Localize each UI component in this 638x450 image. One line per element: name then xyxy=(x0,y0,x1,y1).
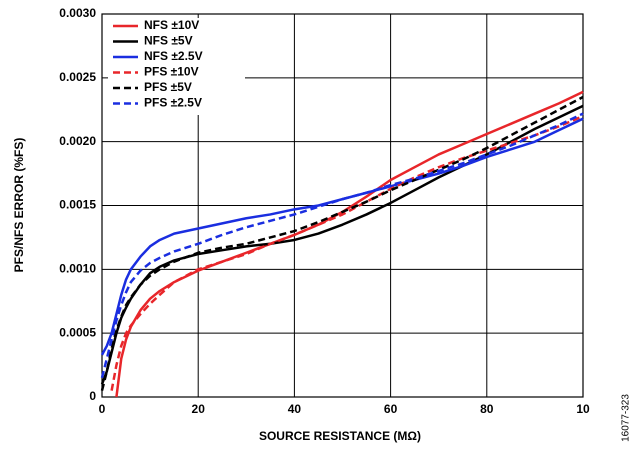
series-line xyxy=(115,90,584,398)
series-line xyxy=(100,95,584,391)
legend-label: PFS ±5V xyxy=(144,80,192,94)
legend-label: NFS ±5V xyxy=(144,34,193,48)
y-tick-label: 0.0025 xyxy=(59,70,96,84)
series-line xyxy=(110,114,584,391)
series-line xyxy=(100,112,584,379)
y-tick-label: 0.0015 xyxy=(59,198,96,212)
y-axis-title: PFS/NFS ERROR (%FS) xyxy=(12,138,26,273)
y-tick-label: 0.0020 xyxy=(59,134,96,148)
x-tick-label: 40 xyxy=(288,402,302,416)
x-axis-title: SOURCE RESISTANCE (MΩ) xyxy=(259,429,421,443)
y-tick-label: 0.0030 xyxy=(59,6,96,20)
series-line xyxy=(100,117,584,356)
legend-label: NFS ±10V xyxy=(144,18,199,32)
x-tick-label: 0 xyxy=(99,402,106,416)
legend-box xyxy=(108,18,245,115)
y-tick-label: 0 xyxy=(89,389,96,403)
plot-frame xyxy=(101,13,584,398)
x-tick-label: 10 xyxy=(576,402,590,416)
x-tick-label: 20 xyxy=(192,402,206,416)
legend-label: PFS ±10V xyxy=(144,65,199,79)
x-tick-label: 80 xyxy=(480,402,494,416)
y-tick-label: 0.0005 xyxy=(59,325,96,339)
series-line xyxy=(100,104,584,385)
legend-label: PFS ±2.5V xyxy=(144,96,202,110)
x-tick-label: 60 xyxy=(384,402,398,416)
figure-id: 16077-323 xyxy=(621,394,632,442)
y-tick-label: 0.0010 xyxy=(59,262,96,276)
legend-label: NFS ±2.5V xyxy=(144,49,203,63)
